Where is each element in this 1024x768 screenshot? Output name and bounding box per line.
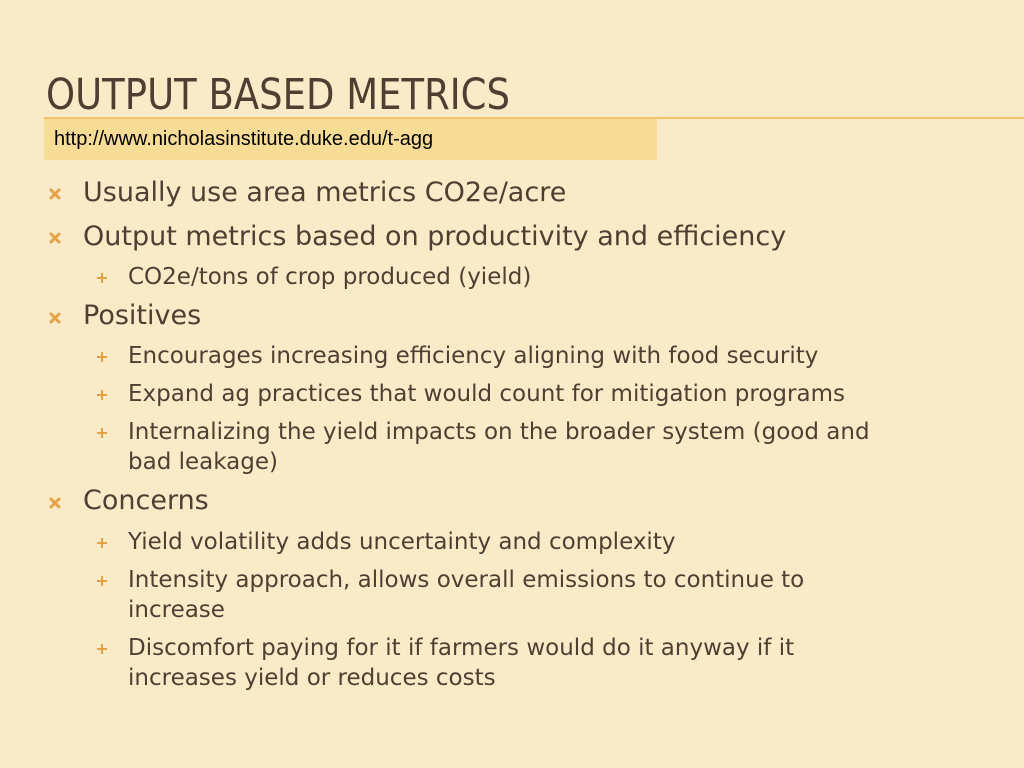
sub-bullet-item-line2: increase xyxy=(128,597,225,623)
sub-bullet-item-line2: increases yield or reduces costs xyxy=(128,665,496,691)
slide-title: OUTPUT BASED METRICS xyxy=(46,70,510,120)
sub-bullet-item-line2: bad leakage) xyxy=(128,449,278,475)
url-highlight-box xyxy=(44,119,657,160)
sub-bullet-item: Yield volatility adds uncertainty and co… xyxy=(128,529,676,555)
sub-bullet-item: CO2e/tons of crop produced (yield) xyxy=(128,264,532,290)
plus-bullet-icon xyxy=(97,273,107,283)
plus-bullet-icon xyxy=(97,390,107,400)
plus-bullet-icon xyxy=(97,576,107,586)
sub-bullet-item: Expand ag practices that would count for… xyxy=(128,381,845,407)
bullet-item: Positives xyxy=(83,300,202,331)
plus-bullet-icon xyxy=(97,428,107,438)
plus-bullet-icon xyxy=(97,538,107,548)
plus-bullet-icon xyxy=(97,352,107,362)
x-bullet-icon xyxy=(49,497,61,509)
x-bullet-icon xyxy=(49,232,61,244)
source-url: http://www.nicholasinstitute.duke.edu/t-… xyxy=(54,128,434,150)
x-bullet-icon xyxy=(49,312,61,324)
bullet-item: Output metrics based on productivity and… xyxy=(83,221,787,252)
x-bullet-icon xyxy=(49,188,61,200)
sub-bullet-item-line1: Internalizing the yield impacts on the b… xyxy=(128,419,870,445)
sub-bullet-item-line1: Intensity approach, allows overall emiss… xyxy=(128,567,805,593)
title-underline xyxy=(44,117,1024,119)
bullet-item: Usually use area metrics CO2e/acre xyxy=(83,177,567,208)
plus-bullet-icon xyxy=(97,644,107,654)
sub-bullet-item-line1: Discomfort paying for it if farmers woul… xyxy=(128,635,795,661)
bullet-item: Concerns xyxy=(83,485,209,516)
sub-bullet-item: Encourages increasing efficiency alignin… xyxy=(128,343,819,369)
